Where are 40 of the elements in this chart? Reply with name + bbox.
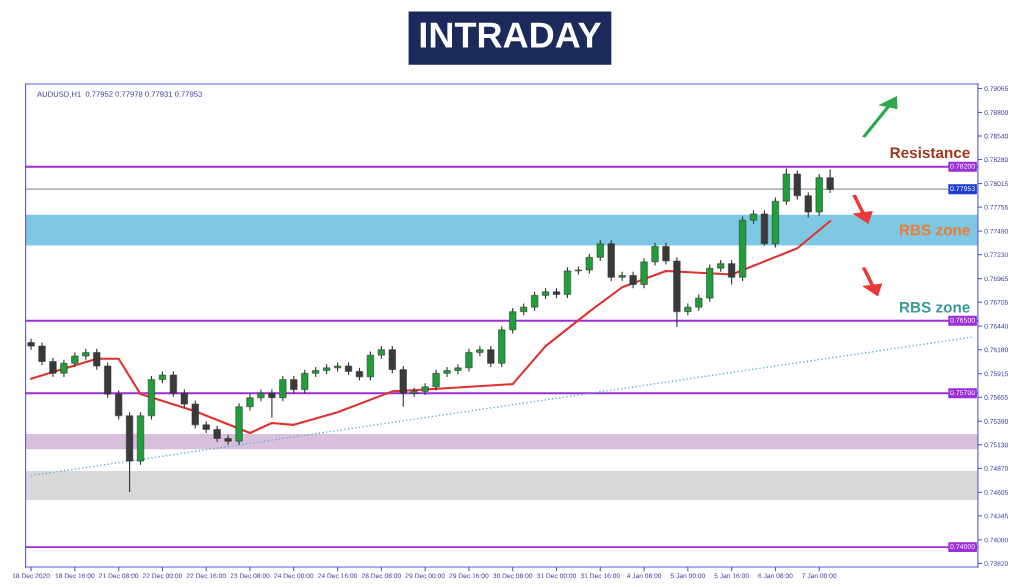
candlestick bbox=[191, 399, 199, 430]
chart-title: INTRADAY bbox=[420, 22, 602, 48]
candlestick bbox=[443, 366, 451, 378]
candlestick bbox=[432, 369, 440, 392]
candlestick bbox=[465, 348, 473, 373]
candlestick bbox=[301, 369, 309, 394]
candlestick bbox=[563, 266, 571, 299]
candlestick bbox=[224, 434, 232, 446]
annotation: RBS zone bbox=[900, 224, 970, 236]
candlestick bbox=[279, 375, 287, 402]
candlestick bbox=[399, 365, 407, 408]
candlestick bbox=[268, 389, 276, 419]
candlestick bbox=[421, 382, 429, 396]
candlestick bbox=[596, 239, 604, 262]
candlestick bbox=[531, 291, 539, 312]
candlestick bbox=[585, 253, 593, 275]
annotation: RBS zone bbox=[900, 301, 970, 313]
candlestick bbox=[38, 341, 46, 366]
candlestick bbox=[388, 345, 396, 374]
candlestick bbox=[115, 389, 123, 420]
line-series bbox=[30, 220, 832, 435]
candlestick bbox=[793, 169, 801, 200]
candlestick bbox=[49, 357, 57, 378]
candlestick bbox=[476, 345, 484, 357]
candlestick bbox=[804, 191, 812, 219]
candlestick bbox=[662, 242, 670, 266]
candlestick bbox=[169, 370, 177, 398]
candlestick bbox=[640, 257, 648, 289]
candlestick bbox=[454, 363, 462, 375]
candlestick bbox=[728, 259, 736, 286]
candlestick bbox=[509, 307, 517, 334]
candlestick bbox=[651, 242, 659, 267]
candlestick bbox=[27, 338, 35, 351]
candlestick bbox=[93, 348, 101, 371]
candlestick bbox=[826, 168, 834, 194]
annotation: Resistance bbox=[890, 146, 970, 159]
candlestick bbox=[180, 389, 188, 409]
candlestick bbox=[487, 345, 495, 368]
candlestick bbox=[366, 350, 374, 382]
candlestick bbox=[257, 389, 265, 402]
